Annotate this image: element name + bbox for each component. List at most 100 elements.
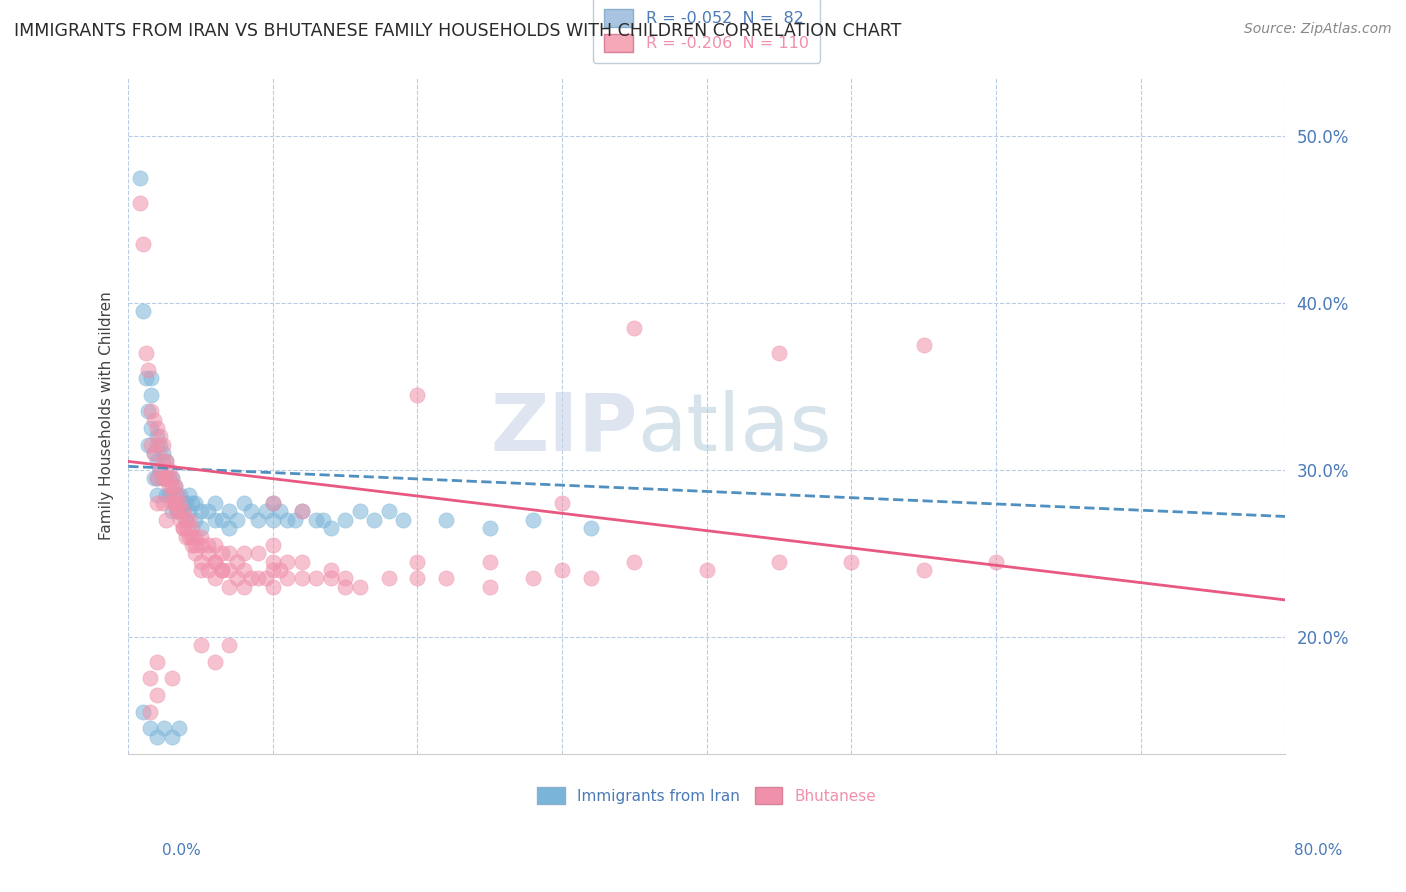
Point	[128, 170, 150, 185]
Point	[146, 655, 169, 669]
Point	[132, 705, 155, 719]
Text: 0.0%: 0.0%	[162, 843, 201, 858]
Point	[146, 688, 169, 702]
Point	[912, 337, 935, 351]
Point	[180, 538, 202, 552]
Text: IMMIGRANTS FROM IRAN VS BHUTANESE FAMILY HOUSEHOLDS WITH CHILDREN CORRELATION CH: IMMIGRANTS FROM IRAN VS BHUTANESE FAMILY…	[14, 22, 901, 40]
Point	[319, 571, 342, 585]
Point	[233, 496, 256, 510]
Point	[163, 496, 186, 510]
Point	[841, 555, 863, 569]
Point	[262, 538, 284, 552]
Point	[160, 488, 183, 502]
Point	[233, 580, 256, 594]
Point	[172, 504, 194, 518]
Point	[319, 521, 342, 535]
Point	[157, 471, 180, 485]
Point	[184, 496, 207, 510]
Point	[166, 488, 188, 502]
Point	[152, 471, 174, 485]
Point	[174, 529, 197, 543]
Point	[312, 513, 335, 527]
Point	[132, 304, 155, 318]
Point	[218, 504, 240, 518]
Point	[240, 504, 263, 518]
Point	[478, 521, 501, 535]
Point	[218, 546, 240, 560]
Point	[146, 421, 169, 435]
Point	[204, 571, 226, 585]
Point	[522, 513, 544, 527]
Point	[276, 555, 298, 569]
Point	[406, 555, 429, 569]
Point	[291, 504, 314, 518]
Point	[406, 387, 429, 401]
Point	[163, 479, 186, 493]
Point	[166, 504, 188, 518]
Point	[190, 529, 212, 543]
Point	[349, 580, 371, 594]
Point	[169, 496, 191, 510]
Point	[146, 730, 169, 744]
Point	[174, 513, 197, 527]
Point	[172, 521, 194, 535]
Point	[143, 446, 166, 460]
Point	[149, 463, 172, 477]
Text: atlas: atlas	[637, 390, 832, 468]
Point	[146, 438, 169, 452]
Point	[141, 404, 163, 418]
Point	[392, 513, 415, 527]
Point	[152, 446, 174, 460]
Point	[623, 555, 645, 569]
Point	[163, 479, 186, 493]
Point	[157, 463, 180, 477]
Point	[211, 546, 233, 560]
Point	[146, 471, 169, 485]
Legend: Immigrants from Iran, Bhutanese: Immigrants from Iran, Bhutanese	[527, 778, 886, 814]
Point	[160, 471, 183, 485]
Point	[291, 555, 314, 569]
Point	[254, 504, 277, 518]
Point	[218, 580, 240, 594]
Point	[335, 580, 357, 594]
Point	[172, 504, 194, 518]
Point	[141, 421, 163, 435]
Point	[177, 488, 200, 502]
Point	[160, 730, 183, 744]
Point	[436, 571, 458, 585]
Point	[579, 571, 602, 585]
Point	[305, 571, 328, 585]
Point	[522, 571, 544, 585]
Point	[984, 555, 1007, 569]
Point	[262, 563, 284, 577]
Point	[146, 454, 169, 468]
Point	[166, 488, 188, 502]
Point	[204, 555, 226, 569]
Point	[184, 529, 207, 543]
Point	[132, 237, 155, 252]
Point	[163, 496, 186, 510]
Point	[139, 722, 162, 736]
Point	[406, 571, 429, 585]
Point	[218, 563, 240, 577]
Point	[174, 496, 197, 510]
Point	[152, 471, 174, 485]
Point	[335, 513, 357, 527]
Point	[155, 513, 177, 527]
Point	[166, 504, 188, 518]
Point	[160, 488, 183, 502]
Point	[262, 555, 284, 569]
Point	[284, 513, 307, 527]
Point	[211, 563, 233, 577]
Point	[184, 538, 207, 552]
Point	[912, 563, 935, 577]
Point	[190, 555, 212, 569]
Point	[143, 412, 166, 426]
Point	[363, 513, 385, 527]
Point	[269, 504, 291, 518]
Point	[768, 346, 790, 360]
Point	[149, 429, 172, 443]
Point	[218, 638, 240, 652]
Point	[177, 504, 200, 518]
Point	[169, 513, 191, 527]
